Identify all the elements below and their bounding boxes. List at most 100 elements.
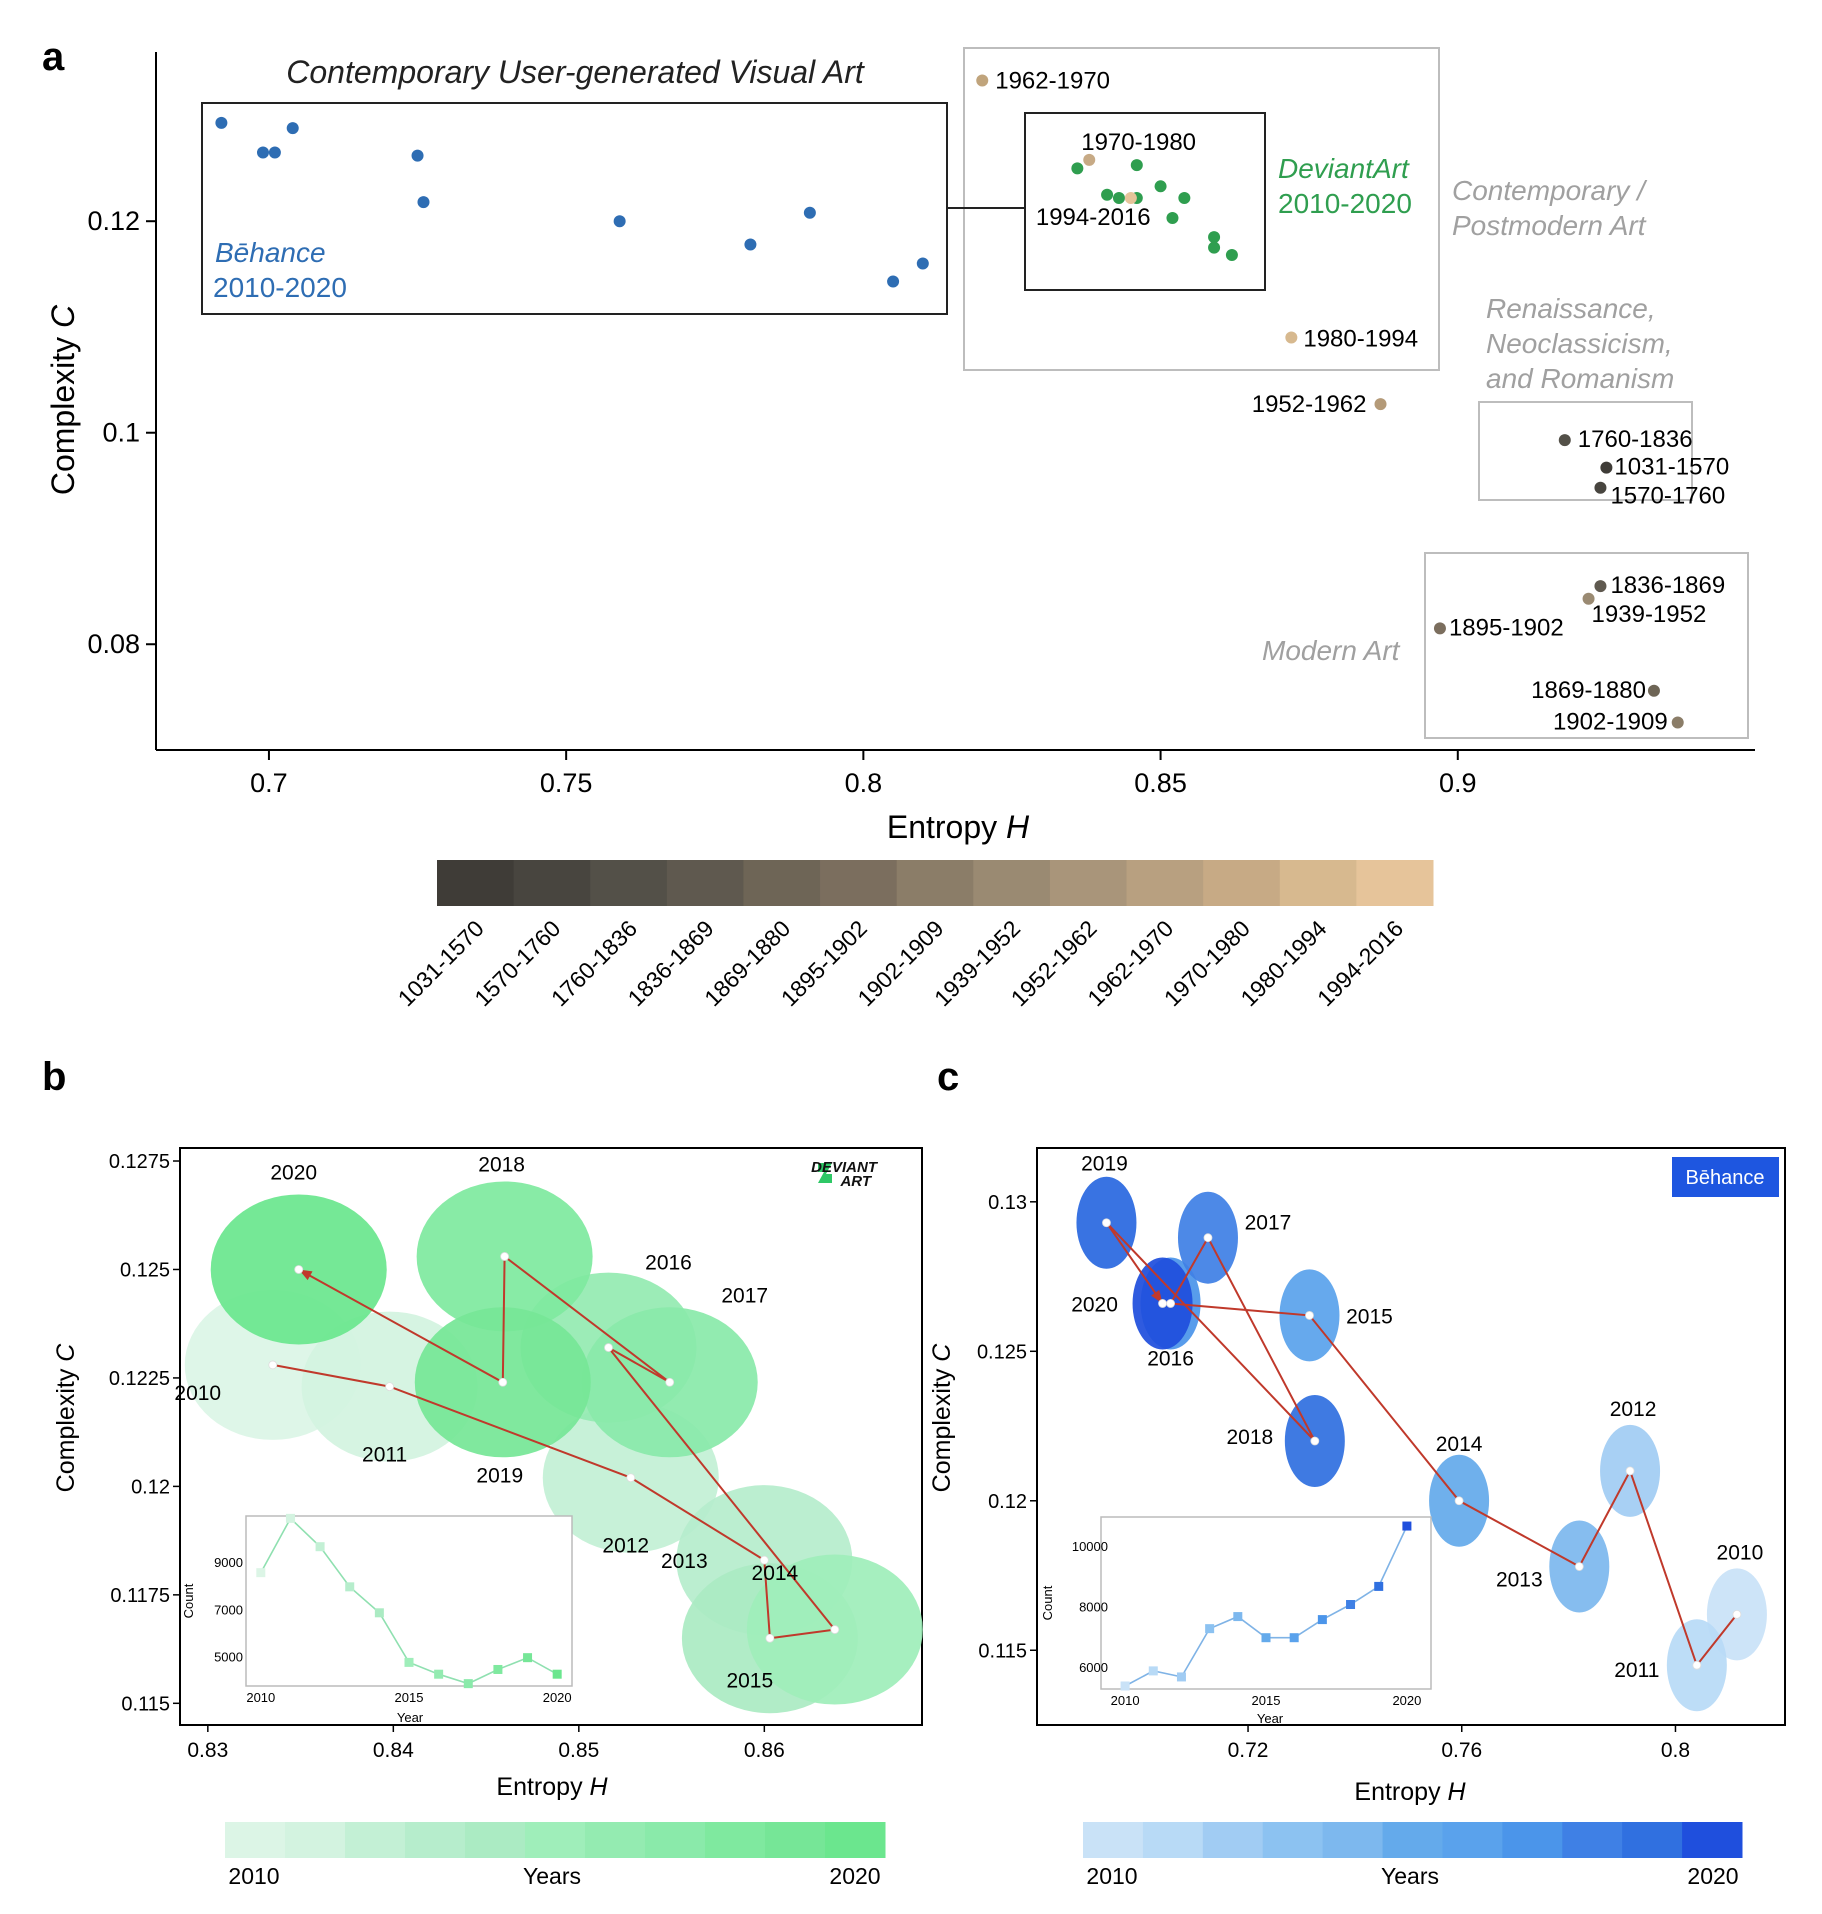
a-colorbar-swatch-7 <box>973 860 1051 906</box>
a-deviantart-point-4 <box>1130 159 1143 172</box>
a-renaissance-box <box>1478 401 1693 501</box>
a-deviantart-point-2 <box>1112 191 1125 204</box>
b-inset-marker-2015 <box>404 1657 414 1667</box>
c-inset-marker-2017 <box>1317 1615 1327 1625</box>
c-year-centers <box>1102 1218 1742 1670</box>
a-x-tick-label-4: 0.9 <box>1439 768 1477 798</box>
b-year-label-2011: 2011 <box>362 1444 407 1467</box>
b-x-tick-label-1: 0.84 <box>373 1739 414 1762</box>
a-y-ticks: 0.08 0.1 0.12 <box>87 206 156 659</box>
a-behance-label-years: 2010-2020 <box>213 272 347 303</box>
b-y-tick-label-5: 0.1275 <box>109 1151 170 1173</box>
panel-letter-a: a <box>42 35 65 79</box>
b-inset-marker-2018 <box>493 1664 503 1674</box>
a-modern-box <box>1424 552 1749 739</box>
a-deviantart-point-5 <box>1154 180 1167 193</box>
c-trajectory-arrowhead <box>1151 1289 1163 1304</box>
a-period-label-1952-1962: 1952-1962 <box>1252 391 1367 418</box>
a-deviantart-point-8 <box>1208 231 1221 244</box>
b-inset-marker-2016 <box>434 1669 444 1679</box>
c-colorbar-swatch-6 <box>1442 1822 1503 1858</box>
c-colorbar-swatch-9 <box>1622 1822 1683 1858</box>
c-y-tick-label-1: 0.12 <box>988 1491 1027 1513</box>
deviantart-logo-text-1: DEVIANT <box>811 1159 879 1176</box>
a-contemporary-label-line2: Postmodern Art <box>1452 210 1647 241</box>
a-y-tick-label-2: 0.12 <box>87 206 140 236</box>
a-period-point-1952-1962 <box>1374 398 1387 411</box>
b-year-label-2017: 2017 <box>721 1284 768 1307</box>
c-colorbar-left-label: 2010 <box>1086 1863 1137 1889</box>
panel-letter-c: c <box>937 1055 959 1099</box>
b-center-2011 <box>385 1382 395 1392</box>
c-x-tick-label-2: 0.8 <box>1661 1739 1690 1762</box>
a-renaissance-label-line2: Neoclassicism, <box>1486 328 1673 359</box>
b-center-2010 <box>268 1360 278 1370</box>
a-behance-label-name: Bēhance <box>215 237 326 268</box>
c-inset-marker-2020 <box>1402 1521 1412 1531</box>
panel-c-chart: 2010 2011 2012 2013 2014 2015 2016 2017 2018 2019… <box>928 1147 1786 1889</box>
a-renaissance-label-line1: Renaissance, <box>1486 293 1656 324</box>
b-inset-marker-2013 <box>345 1582 355 1592</box>
c-center-2011 <box>1692 1660 1702 1670</box>
b-colorbar-swatch-3 <box>405 1822 466 1858</box>
c-colorbar-swatch-5 <box>1382 1822 1443 1858</box>
c-y-tick-label-0: 0.115 <box>978 1640 1027 1662</box>
a-period-point-1970-1980 <box>1083 153 1096 166</box>
a-colorbar-swatch-2 <box>590 860 668 906</box>
c-colorbar <box>1083 1822 1743 1858</box>
a-period-point-1031-1570 <box>1600 461 1613 474</box>
b-colorbar-swatch-10 <box>825 1822 886 1858</box>
a-deviantart-label-years: 2010-2020 <box>1278 188 1412 219</box>
a-period-label-1869-1880: 1869-1880 <box>1531 677 1646 704</box>
a-period-label-1570-1760: 1570-1760 <box>1610 483 1725 510</box>
b-inset-marker-2017 <box>463 1679 473 1689</box>
a-behance-point-4 <box>411 149 424 162</box>
c-inset-y-tick-2: 10000 <box>1072 1539 1108 1554</box>
a-x-tick-label-1: 0.75 <box>540 768 593 798</box>
panel-a-chart: 0.7 0.75 0.8 0.85 0.9 0.080.10.12 Entropy H … <box>45 47 1755 1011</box>
b-year-label-2010: 2010 <box>174 1382 221 1405</box>
a-period-point-1836-1869 <box>1594 580 1607 593</box>
b-colorbar-swatch-2 <box>345 1822 406 1858</box>
b-inset-y-tick-1: 7000 <box>214 1602 243 1617</box>
b-inset-x-title: Year <box>397 1710 424 1725</box>
c-inset-marker-2011 <box>1148 1666 1158 1676</box>
behance-logo-text: Bēhance <box>1686 1167 1765 1189</box>
b-x-tick-label-0: 0.83 <box>187 1739 228 1762</box>
a-period-label-1962-1970: 1962-1970 <box>995 68 1110 95</box>
b-center-2019 <box>498 1377 508 1387</box>
a-period-label-1980-1994: 1980-1994 <box>1303 326 1418 353</box>
a-period-point-1902-1909 <box>1671 716 1684 729</box>
a-deviantart-point-1 <box>1101 188 1114 201</box>
a-colorbar: 1031-15701570-17601760-18361836-18691869… <box>393 860 1434 1011</box>
c-inset-x-tick-1: 2015 <box>1252 1693 1281 1708</box>
c-inset-x-tick-0: 2010 <box>1111 1693 1140 1708</box>
c-year-label-2015: 2015 <box>1346 1305 1393 1328</box>
a-deviantart-box <box>1024 112 1266 291</box>
b-inset-marker-2014 <box>374 1608 384 1618</box>
b-colorbar-swatch-7 <box>645 1822 706 1858</box>
a-deviantart-point-9 <box>1208 241 1221 254</box>
c-year-label-2020: 2020 <box>1071 1293 1118 1316</box>
a-behance-point-2 <box>268 146 281 159</box>
b-y-ticks: 0.115 0.1175 0.12 0.1225 0.125 0.1275 <box>109 1151 180 1715</box>
a-period-point-1994-2016 <box>1124 191 1137 204</box>
b-y-tick-label-4: 0.125 <box>120 1259 170 1281</box>
b-colorbar-swatch-6 <box>585 1822 646 1858</box>
b-inset-marker-2020 <box>552 1669 562 1679</box>
a-colorbar-swatch-10 <box>1203 860 1281 906</box>
b-y-tick-label-3: 0.1225 <box>109 1368 170 1390</box>
c-colorbar-right-label: 2020 <box>1687 1863 1738 1889</box>
a-colorbar-swatch-9 <box>1126 860 1204 906</box>
b-inset-frame <box>245 1515 573 1687</box>
c-year-label-2011: 2011 <box>1614 1659 1659 1682</box>
a-period-label-1760-1836: 1760-1836 <box>1578 426 1693 453</box>
b-center-2014 <box>765 1633 775 1643</box>
c-center-2015 <box>1305 1311 1314 1320</box>
b-inset-chart: 2010 2015 2020 5000 7000 9000 <box>214 1513 572 1705</box>
c-colorbar-swatch-2 <box>1202 1822 1264 1858</box>
b-year-label-2014: 2014 <box>752 1562 799 1585</box>
a-x-tick-label-3: 0.85 <box>1134 768 1187 798</box>
b-center-2015 <box>830 1625 840 1634</box>
b-inset-x-tick-0: 2010 <box>246 1690 275 1705</box>
